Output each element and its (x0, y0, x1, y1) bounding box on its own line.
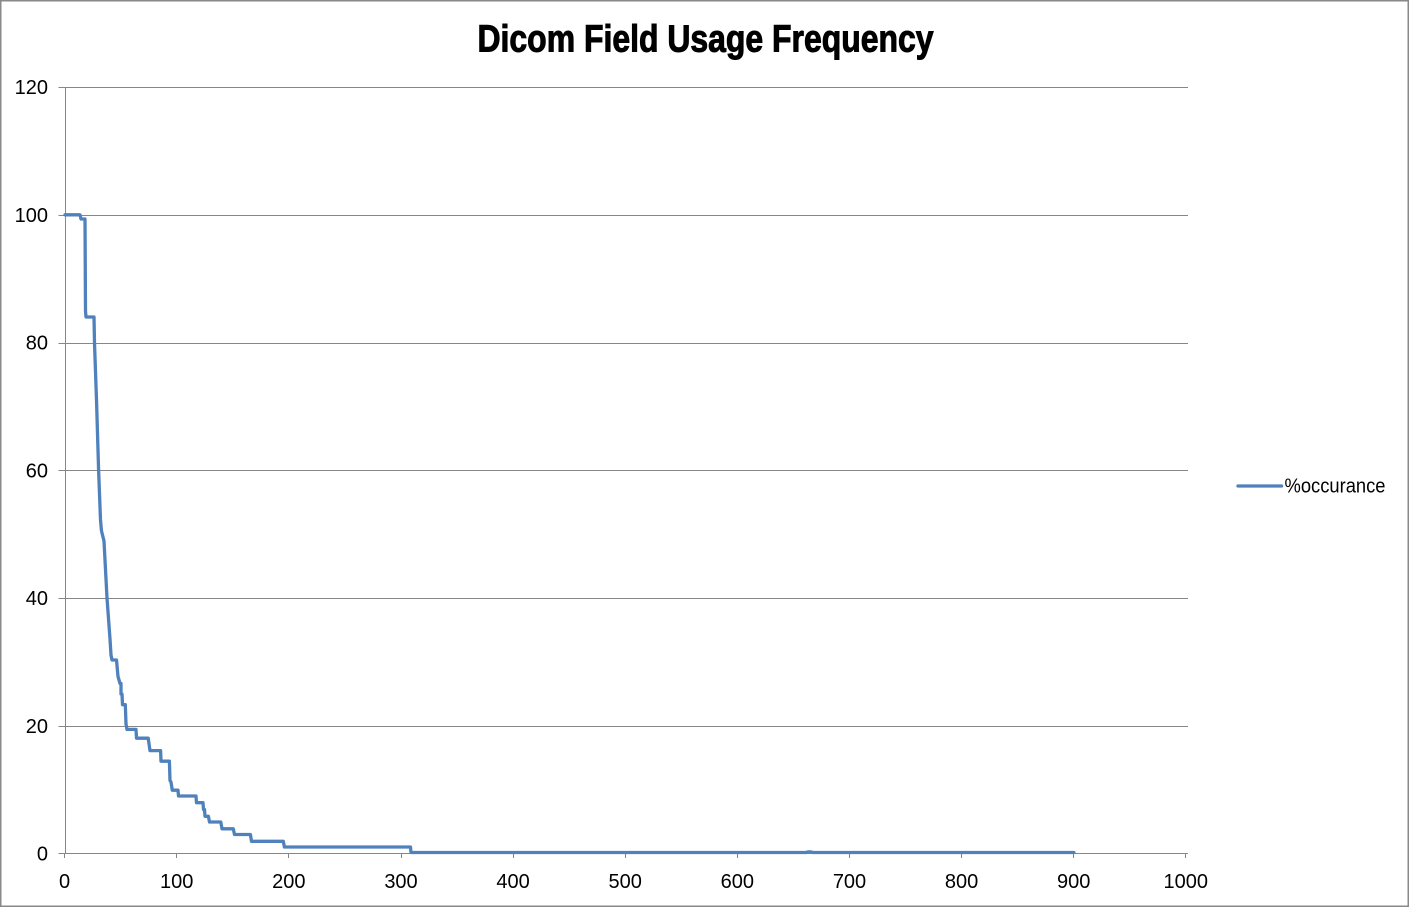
svg-text:100: 100 (15, 205, 48, 227)
svg-text:20: 20 (26, 716, 48, 738)
svg-text:900: 900 (1057, 871, 1090, 893)
svg-text:100: 100 (160, 871, 193, 893)
svg-text:80: 80 (26, 333, 48, 355)
svg-text:Dicom Field Usage Frequency: Dicom Field Usage Frequency (478, 19, 934, 61)
svg-text:40: 40 (26, 588, 48, 610)
svg-text:600: 600 (721, 871, 754, 893)
svg-text:200: 200 (272, 871, 305, 893)
svg-text:0: 0 (37, 844, 48, 866)
svg-text:700: 700 (833, 871, 866, 893)
svg-text:60: 60 (26, 460, 48, 482)
svg-text:400: 400 (496, 871, 529, 893)
svg-text:500: 500 (609, 871, 642, 893)
svg-text:800: 800 (945, 871, 978, 893)
svg-text:0: 0 (59, 871, 70, 893)
svg-text:%occurance: %occurance (1285, 476, 1386, 498)
svg-text:1000: 1000 (1164, 871, 1209, 893)
svg-text:300: 300 (384, 871, 417, 893)
svg-text:120: 120 (15, 77, 48, 99)
